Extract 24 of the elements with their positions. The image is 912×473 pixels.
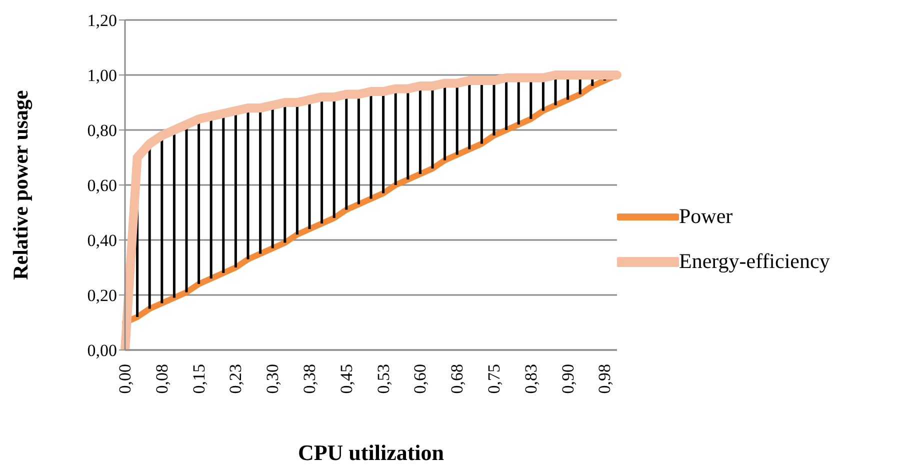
y-tick-label: 1,00 bbox=[87, 66, 117, 86]
y-axis-title: Relative power usage bbox=[8, 90, 32, 280]
x-tick-label: 0,38 bbox=[300, 364, 319, 394]
y-tick-label: 1,20 bbox=[87, 11, 117, 30]
x-tick-label: 0,60 bbox=[410, 364, 430, 394]
y-tick-label: 0,00 bbox=[87, 341, 117, 360]
x-tick-label: 0,23 bbox=[226, 364, 246, 394]
x-tick-label: 0,90 bbox=[558, 364, 578, 394]
x-tick-label: 0,98 bbox=[595, 364, 614, 394]
x-tick-label: 0,45 bbox=[336, 364, 356, 394]
legend-label: Power bbox=[679, 204, 733, 229]
x-tick-label: 0,83 bbox=[521, 364, 540, 394]
x-tick-label: 0,53 bbox=[374, 364, 393, 394]
x-axis-title: CPU utilization bbox=[298, 440, 444, 465]
y-tick-label: 0,80 bbox=[87, 121, 117, 140]
x-tick-label: 0,08 bbox=[152, 364, 172, 394]
x-tick-label: 0,68 bbox=[448, 364, 467, 394]
x-tick-label: 0,30 bbox=[263, 364, 282, 394]
y-tick-label: 0,40 bbox=[87, 231, 117, 250]
x-tick-label: 0,15 bbox=[189, 364, 208, 394]
y-tick-label: 0,20 bbox=[87, 286, 117, 306]
x-tick-label: 0,75 bbox=[484, 364, 504, 394]
y-tick-label: 0,60 bbox=[87, 176, 117, 196]
legend-label: Energy-efficiency bbox=[679, 249, 830, 274]
